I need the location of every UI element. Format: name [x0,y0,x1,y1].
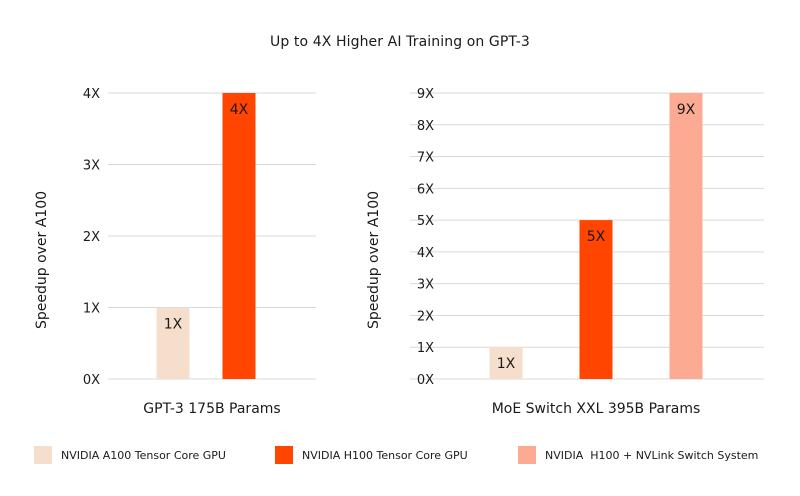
legend: NVIDIA A100 Tensor Core GPU NVIDIA H100 … [0,446,800,468]
y-tick-label-2-2: 2X [417,309,434,324]
y-tick-label-1-1: 1X [83,302,100,317]
y-tick-label-2-6: 6X [417,182,434,197]
legend-item-a100: NVIDIA A100 Tensor Core GPU [34,446,226,464]
x-axis-label-2: MoE Switch XXL 395B Params [492,401,701,417]
y-axis-label-1: Speedup over A100 [34,191,50,329]
legend-label-a100: NVIDIA A100 Tensor Core GPU [61,448,226,462]
y-tick-label-1-3: 3X [83,159,100,174]
figure-title: Up to 4X Higher AI Training on GPT-3 [270,34,530,50]
bar-value-label-2-3: 9X [677,102,696,118]
legend-label-h100-nvlink: NVIDIA H100 + NVLink Switch System [545,448,759,462]
bar-value-label-1-1: 1X [164,317,183,333]
legend-item-h100-nvlink: NVIDIA H100 + NVLink Switch System [518,446,758,464]
bar-value-label-2-2: 5X [587,229,606,245]
y-tick-label-2-9: 9X [417,87,434,102]
y-axis-label-2: Speedup over A100 [366,191,382,329]
y-tick-label-2-3: 3X [417,278,434,293]
bar-1-1 [156,307,190,379]
y-tick-label-1-2: 2X [83,230,100,245]
bar-value-label-1-2: 4X [230,102,249,118]
x-axis-label-1: GPT-3 175B Params [143,401,280,417]
bar-2-1 [489,347,523,379]
y-tick-label-2-4: 4X [417,246,434,261]
legend-swatch-h100 [275,446,293,464]
y-tick-label-2-1: 1X [417,341,434,356]
y-tick-label-1-4: 4X [83,87,100,102]
bar-value-label-2-1: 1X [497,356,516,372]
y-tick-label-1-0: 0X [83,373,100,388]
y-tick-label-2-7: 7X [417,151,434,166]
y-tick-label-2-5: 5X [417,214,434,229]
legend-swatch-h100-nvlink [518,446,536,464]
y-tick-label-2-8: 8X [417,119,434,134]
legend-item-h100: NVIDIA H100 Tensor Core GPU [275,446,468,464]
legend-label-h100: NVIDIA H100 Tensor Core GPU [302,448,468,462]
y-tick-label-2-0: 0X [417,373,434,388]
bar-2-3 [669,93,703,379]
legend-swatch-a100 [34,446,52,464]
bar-2-2 [579,220,613,379]
bar-1-2 [222,93,256,379]
